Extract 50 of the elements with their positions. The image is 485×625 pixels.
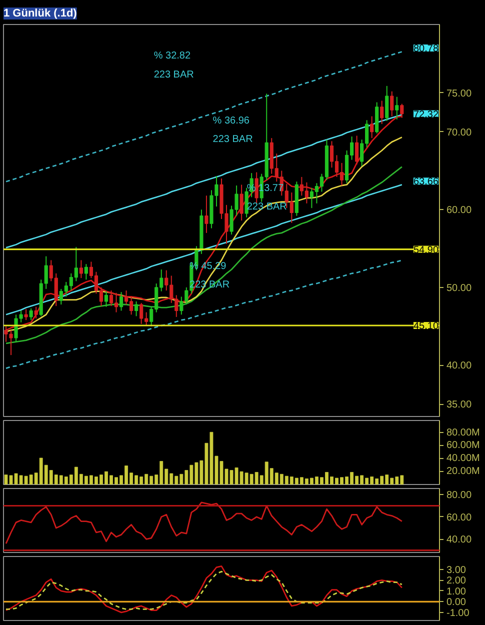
y-tick-label: 3.00 — [446, 564, 466, 576]
y-tick-label: 50.00 — [446, 282, 472, 294]
y-tick-label: -1.00 — [446, 608, 470, 619]
candlestick — [254, 172, 258, 204]
candlestick — [240, 184, 244, 221]
y-tick-label: 60.00 — [446, 512, 472, 524]
y-tick-label: 60.00M — [446, 440, 480, 452]
candlestick — [395, 96, 399, 120]
y-tick-label: 40.00 — [446, 360, 472, 372]
y-tick-label: 80.00 — [446, 490, 472, 502]
line-series — [5, 259, 403, 369]
candlestick — [385, 85, 389, 122]
ref-line-label: 45.10 — [413, 321, 439, 332]
y-tick-label: 80.00M — [446, 427, 480, 438]
y-tick-label: 2.00 — [446, 576, 466, 587]
y-tick-label: 1.00 — [446, 586, 466, 598]
y-tick-label: 0.00 — [446, 597, 466, 608]
ref-line-label: 54.90 — [413, 244, 439, 256]
text: 80.78 — [413, 43, 439, 54]
candlestick — [24, 308, 28, 321]
y-tick-label: 75.00 — [446, 88, 472, 100]
candlestick — [380, 100, 384, 125]
line-series — [5, 565, 403, 614]
candlestick — [390, 90, 394, 117]
chart-title: 1 Günlük (.1d) — [4, 8, 78, 20]
y-tick-label: 70.00 — [446, 127, 472, 138]
y-tick-label: 60.00 — [446, 205, 472, 216]
y-tick-label: 35.00 — [446, 400, 472, 411]
y-tick-label: 20.00M — [446, 466, 480, 478]
annotation: % 32.82 — [154, 50, 191, 62]
line-series — [5, 166, 403, 344]
line-series — [5, 51, 403, 182]
line-series — [5, 184, 403, 316]
candlestick — [34, 306, 38, 319]
candlestick — [29, 308, 33, 321]
line-series — [5, 570, 403, 610]
candlestick — [104, 290, 108, 308]
candlestick — [204, 195, 208, 234]
y-tick-label: 40.00M — [446, 453, 480, 464]
y-tick-label: 40.00 — [446, 534, 472, 546]
line-series — [5, 502, 403, 544]
candlestick — [79, 260, 83, 279]
text: 72.32 — [413, 109, 439, 120]
candlestick — [84, 264, 88, 280]
annotation: 223 BAR — [212, 134, 253, 146]
candlestick — [134, 300, 138, 317]
annotation: 223 BAR — [154, 70, 194, 81]
annotation: % 36.96 — [212, 115, 250, 126]
candlestick — [119, 292, 124, 312]
candlestick — [355, 135, 359, 165]
